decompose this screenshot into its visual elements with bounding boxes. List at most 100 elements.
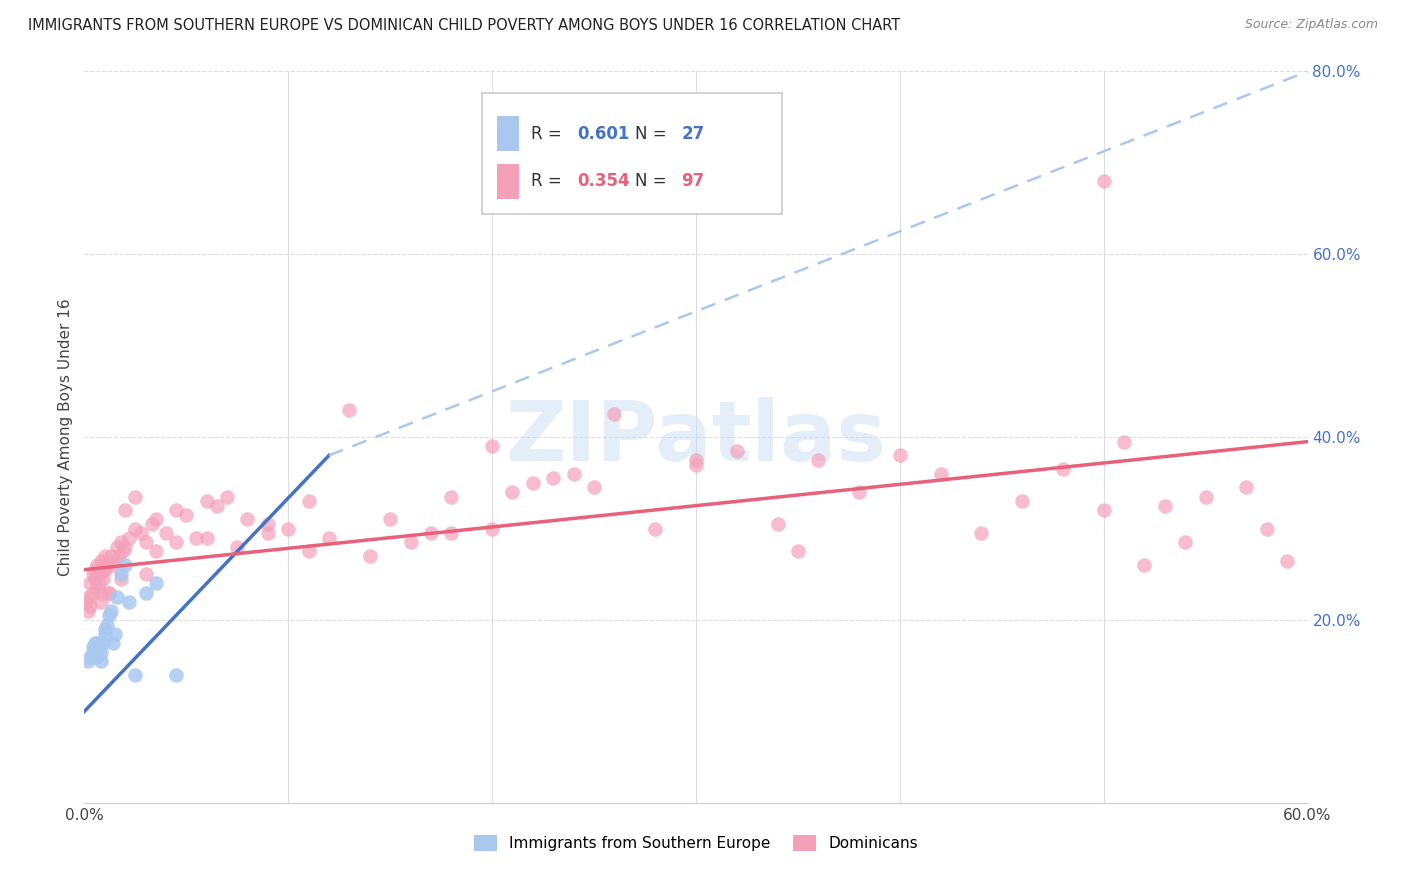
Point <box>359 549 381 563</box>
Point <box>226 540 249 554</box>
Point <box>79 576 101 591</box>
Point <box>145 576 167 591</box>
Point <box>502 485 524 500</box>
Point <box>543 471 565 485</box>
Point <box>86 636 108 650</box>
Point <box>165 667 187 681</box>
Point <box>141 516 163 531</box>
Point <box>1236 480 1258 494</box>
Point <box>929 467 952 481</box>
Point <box>135 567 157 582</box>
Point <box>131 526 153 541</box>
Text: 0.601: 0.601 <box>578 125 630 143</box>
Point <box>91 563 114 577</box>
Point <box>108 549 131 563</box>
Point <box>481 439 503 453</box>
Point <box>83 636 105 650</box>
Point <box>79 649 101 664</box>
Y-axis label: Child Poverty Among Boys Under 16: Child Poverty Among Boys Under 16 <box>58 298 73 576</box>
Point <box>105 590 128 604</box>
Point <box>1114 434 1136 449</box>
Point <box>82 640 104 655</box>
Point <box>298 544 321 558</box>
Point <box>96 553 118 567</box>
Point <box>685 458 707 472</box>
Point <box>87 576 110 591</box>
Point <box>186 531 208 545</box>
Point <box>339 402 361 417</box>
Point <box>75 594 97 608</box>
Point <box>90 585 112 599</box>
Point <box>644 521 666 535</box>
Point <box>82 585 104 599</box>
Point <box>93 622 115 636</box>
Point <box>583 480 606 494</box>
Point <box>399 535 422 549</box>
Point <box>1052 462 1074 476</box>
Point <box>104 626 127 640</box>
Point <box>174 508 197 522</box>
Point <box>1195 490 1218 504</box>
Point <box>1092 503 1115 517</box>
Point <box>380 512 402 526</box>
Point <box>90 553 112 567</box>
Point <box>83 645 105 659</box>
Point <box>112 544 135 558</box>
Point <box>481 521 503 535</box>
Point <box>124 667 146 681</box>
Point <box>195 531 218 545</box>
Point <box>807 453 830 467</box>
Point <box>100 604 122 618</box>
Point <box>277 521 299 535</box>
Point <box>79 599 101 614</box>
Legend: Immigrants from Southern Europe, Dominicans: Immigrants from Southern Europe, Dominic… <box>468 830 924 857</box>
Point <box>848 485 870 500</box>
Point <box>124 490 146 504</box>
Point <box>97 608 120 623</box>
Point <box>205 499 228 513</box>
Point <box>124 521 146 535</box>
Point <box>77 590 100 604</box>
FancyBboxPatch shape <box>496 116 519 151</box>
Point <box>236 512 259 526</box>
Point <box>298 494 321 508</box>
Text: Source: ZipAtlas.com: Source: ZipAtlas.com <box>1244 18 1378 31</box>
Point <box>97 585 120 599</box>
Point <box>114 558 136 573</box>
Point <box>889 448 911 462</box>
Point <box>135 585 157 599</box>
Point <box>118 594 141 608</box>
Point <box>97 585 120 599</box>
Point <box>1277 553 1299 567</box>
Point <box>82 567 104 582</box>
Text: IMMIGRANTS FROM SOUTHERN EUROPE VS DOMINICAN CHILD POVERTY AMONG BOYS UNDER 16 C: IMMIGRANTS FROM SOUTHERN EUROPE VS DOMIN… <box>28 18 900 33</box>
Text: ZIPatlas: ZIPatlas <box>506 397 886 477</box>
Point <box>87 567 110 582</box>
Text: 97: 97 <box>682 172 704 190</box>
Point <box>257 516 280 531</box>
Point <box>1174 535 1197 549</box>
Point <box>104 553 127 567</box>
Point <box>93 563 115 577</box>
Point <box>110 567 132 582</box>
Text: R =: R = <box>531 125 567 143</box>
Point <box>90 654 112 668</box>
Point <box>101 636 124 650</box>
Point <box>420 526 443 541</box>
Point <box>77 654 100 668</box>
Point <box>114 503 136 517</box>
Point <box>145 544 167 558</box>
Point <box>96 617 118 632</box>
Point <box>114 540 136 554</box>
Point <box>87 640 110 655</box>
Point <box>93 549 115 563</box>
Text: N =: N = <box>636 125 672 143</box>
Point <box>440 490 463 504</box>
Point <box>110 572 132 586</box>
Point <box>685 453 707 467</box>
Point <box>105 540 128 554</box>
Point <box>440 526 463 541</box>
Point <box>1133 558 1156 573</box>
Point <box>318 531 340 545</box>
Point <box>217 490 239 504</box>
